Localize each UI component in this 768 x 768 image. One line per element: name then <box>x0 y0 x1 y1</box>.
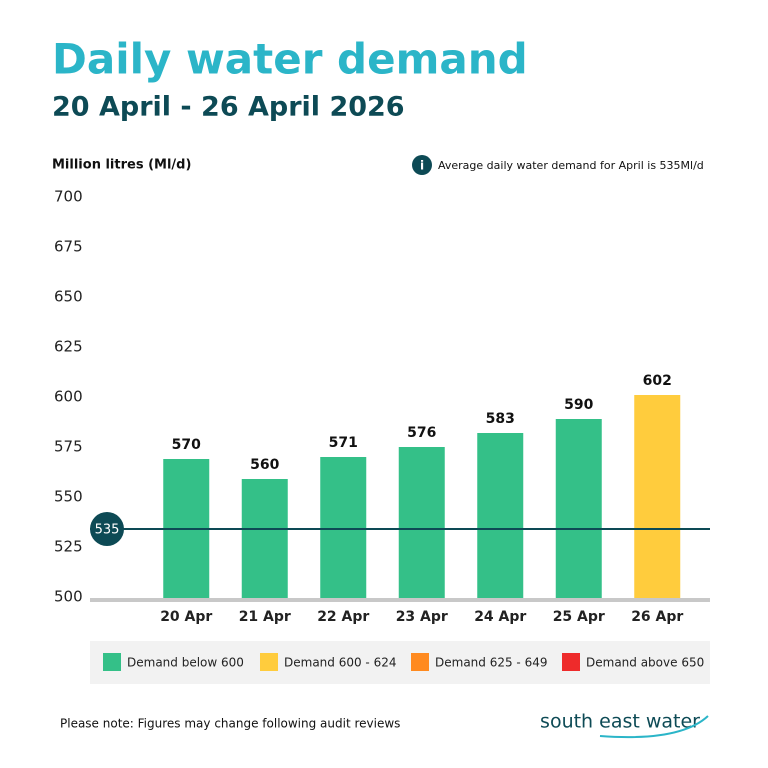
reference-badge <box>90 512 124 546</box>
info-icon-glyph: i <box>420 159 424 173</box>
value-label: 571 <box>329 435 358 451</box>
legend-swatch <box>562 653 580 671</box>
y-tick-label: 675 <box>54 238 83 256</box>
x-tick-label: 25 Apr <box>553 609 605 625</box>
y-tick-label: 550 <box>54 488 83 506</box>
legend-label: Demand above 650 <box>586 656 704 670</box>
y-tick-label: 650 <box>54 288 83 306</box>
x-tick-label: 24 Apr <box>474 609 526 625</box>
chart-subtitle: 20 April - 26 April 2026 <box>52 92 405 123</box>
y-tick-label: 525 <box>54 538 83 556</box>
bar <box>241 479 288 599</box>
value-label: 583 <box>486 411 515 427</box>
bar <box>555 419 602 599</box>
x-tick-label: 20 Apr <box>160 609 212 625</box>
legend-swatch <box>260 653 278 671</box>
legend-label: Demand 625 - 649 <box>435 656 547 670</box>
x-tick-label: 26 Apr <box>631 609 683 625</box>
value-label: 570 <box>172 437 201 453</box>
value-label: 560 <box>250 457 279 473</box>
y-tick-label: 700 <box>54 188 83 206</box>
legend-swatch <box>103 653 121 671</box>
x-tick-label: 21 Apr <box>239 609 291 625</box>
bar <box>398 447 445 599</box>
y-tick-label: 625 <box>54 338 83 356</box>
brand-swoosh <box>599 715 709 739</box>
legend-label: Demand below 600 <box>127 656 244 670</box>
value-label: 602 <box>643 373 672 389</box>
y-tick-label: 600 <box>54 388 83 406</box>
footnote: Please note: Figures may change followin… <box>60 717 400 731</box>
bar <box>634 395 681 599</box>
legend-label: Demand 600 - 624 <box>284 656 396 670</box>
x-tick-label: 22 Apr <box>317 609 369 625</box>
reference-label: 535 <box>95 523 120 538</box>
info-icon <box>412 155 432 175</box>
legend-swatch <box>411 653 429 671</box>
value-label: 576 <box>407 425 436 441</box>
chart-title: Daily water demand <box>52 35 528 84</box>
y-tick-label: 575 <box>54 438 83 456</box>
x-tick-label: 23 Apr <box>396 609 448 625</box>
y-axis-label: Million litres (Ml/d) <box>52 158 191 173</box>
brand-logo: south east water <box>540 711 700 733</box>
value-label: 590 <box>564 397 593 413</box>
annotation: Average daily water demand for April is … <box>438 159 704 172</box>
bar <box>477 433 524 599</box>
legend-box <box>90 641 710 684</box>
y-tick-label: 500 <box>54 588 83 606</box>
